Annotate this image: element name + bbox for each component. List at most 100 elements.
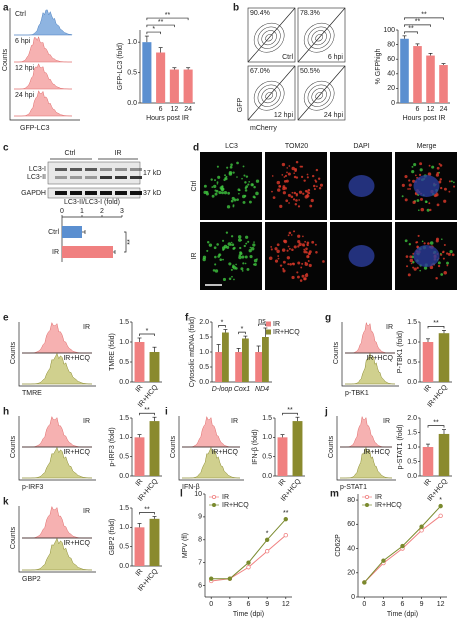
bar	[134, 437, 145, 476]
axis-label: Time (dpi)	[387, 611, 418, 618]
legend-label: IR	[375, 494, 382, 501]
signal	[228, 277, 232, 280]
signal	[319, 183, 324, 187]
signal	[297, 205, 301, 208]
signal	[218, 190, 222, 195]
signal	[242, 200, 246, 204]
signal	[299, 279, 303, 282]
blot	[47, 161, 141, 185]
panel-letter: e	[3, 313, 9, 324]
signal	[235, 263, 237, 266]
signal	[246, 267, 250, 271]
histogram-label: IR+HCQ	[366, 355, 393, 362]
significance-bracket	[146, 24, 175, 28]
panel-letter: m	[330, 489, 339, 500]
signal	[248, 249, 252, 253]
signal	[412, 266, 415, 269]
bar	[142, 42, 152, 103]
y-tick-label: 0.0	[407, 473, 417, 480]
channel-label: LC3	[225, 143, 238, 150]
bar	[438, 433, 450, 476]
signal	[245, 242, 248, 245]
signal	[207, 241, 210, 244]
signal	[226, 166, 229, 169]
signal	[228, 262, 232, 266]
axis-label: p-STAT1 (fold)	[397, 425, 404, 470]
histogram-label: IR+HCQ	[63, 540, 90, 547]
bar	[255, 352, 262, 382]
axis-arrow	[9, 8, 80, 121]
signal	[408, 243, 411, 246]
signal	[276, 180, 281, 185]
signal	[426, 208, 430, 212]
signal	[284, 174, 288, 177]
signal	[315, 185, 318, 188]
signal	[301, 274, 305, 278]
signal	[213, 184, 217, 189]
axis-label: TMRE (fold)	[109, 333, 116, 371]
signal	[453, 185, 456, 188]
signal	[303, 277, 306, 281]
significance-label: **	[283, 510, 289, 517]
legend-label: IR+HCQ	[222, 502, 249, 509]
signal	[279, 264, 283, 267]
axis-label: p-TBK1	[345, 390, 369, 397]
signal	[304, 262, 309, 266]
signal	[232, 205, 235, 208]
y-tick-label: 1.0	[127, 39, 137, 46]
histogram-curve	[345, 352, 396, 385]
signal	[307, 255, 310, 258]
signal	[297, 245, 300, 248]
channel-label: DAPI	[353, 143, 369, 150]
signal	[417, 209, 420, 212]
signal	[312, 184, 316, 188]
signal	[215, 189, 219, 193]
significance-bracket	[404, 31, 418, 34]
signal	[271, 175, 274, 177]
significance-bracket	[404, 24, 431, 27]
signal	[295, 194, 298, 197]
histogram-label: IR	[83, 324, 90, 331]
axis-label: Counts	[333, 341, 340, 364]
bar	[149, 518, 160, 566]
signal	[413, 163, 417, 167]
contour	[315, 92, 324, 100]
y-tick-label: 1.5	[119, 415, 129, 422]
gate-percent: 67.0%	[250, 68, 270, 75]
band	[85, 168, 97, 171]
signal	[219, 258, 223, 261]
x-tick-label: 0	[60, 208, 64, 215]
signal	[270, 248, 273, 251]
significance-bracket	[218, 325, 226, 328]
signal	[238, 192, 240, 195]
axis-label: p-STAT1	[340, 484, 367, 491]
x-tick-label: D-loop	[212, 386, 233, 393]
signal	[232, 171, 235, 174]
y-tick-label: 1.0	[119, 339, 129, 346]
significance-label: **	[421, 12, 427, 19]
signal	[214, 263, 217, 266]
signal	[418, 173, 422, 177]
signal	[406, 265, 409, 268]
signal	[314, 243, 317, 246]
band	[100, 176, 112, 179]
micrograph	[265, 222, 327, 290]
x-tick-label: 24	[184, 106, 192, 113]
signal	[294, 167, 297, 171]
contour	[265, 34, 274, 42]
signal	[436, 166, 440, 170]
x-tick-label: IR	[135, 568, 145, 578]
y-tick-label: 0	[391, 100, 395, 107]
point	[227, 576, 233, 581]
signal	[288, 247, 291, 250]
signal	[274, 259, 279, 263]
significance-label: **	[408, 26, 414, 33]
signal	[277, 255, 280, 257]
legend-swatch	[266, 329, 271, 335]
signal	[243, 244, 246, 248]
signal	[414, 174, 417, 177]
signal	[223, 190, 228, 195]
signal	[203, 184, 207, 188]
signal	[292, 198, 296, 201]
